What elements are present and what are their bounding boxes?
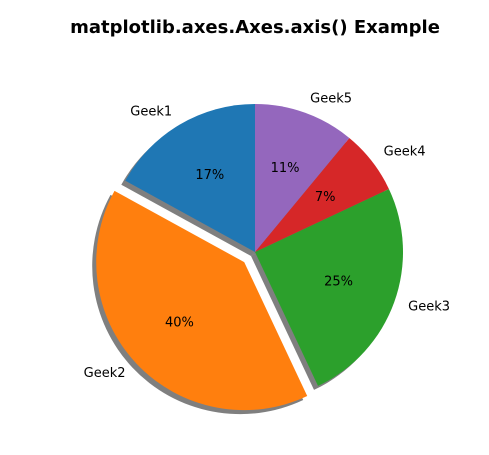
slice-label-geek4: Geek4 <box>384 145 426 160</box>
pie-slice-geek1 <box>125 104 255 252</box>
slice-pct-geek4: 7% <box>315 190 336 205</box>
pie-slice-geek2 <box>96 190 308 411</box>
pie-slice-geek4 <box>255 137 389 252</box>
slice-label-geek2: Geek2 <box>84 366 126 381</box>
pie-slice-geek3 <box>255 188 404 386</box>
slice-label-geek5: Geek5 <box>310 91 352 106</box>
slice-pct-geek3: 25% <box>324 275 353 290</box>
slice-pct-geek5: 11% <box>271 161 300 176</box>
slice-pct-geek2: 40% <box>165 315 194 330</box>
chart-title: matplotlib.axes.Axes.axis() Example <box>70 17 440 38</box>
pie-slices <box>96 104 404 411</box>
pie-slice-geek5 <box>255 104 350 252</box>
slice-pct-geek1: 17% <box>195 168 224 183</box>
slice-label-geek3: Geek3 <box>408 300 450 315</box>
slice-label-geek1: Geek1 <box>130 104 172 119</box>
slice-labels: Geek1 17% Geek2 40% Geek3 25% Geek4 7% Geek5 11% <box>84 91 450 381</box>
